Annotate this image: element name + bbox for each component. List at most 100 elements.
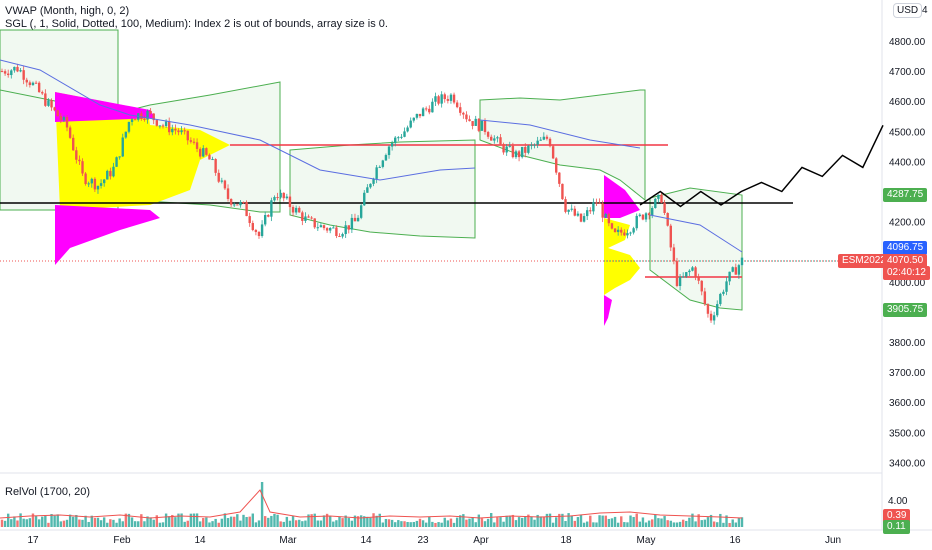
relvol-bar: [672, 522, 676, 527]
relvol-bar: [381, 522, 385, 527]
candle-body: [202, 148, 205, 157]
candle-body: [428, 108, 431, 113]
candlesticks: [0, 63, 744, 325]
candle-body: [273, 197, 276, 201]
relvol-bar: [366, 516, 369, 527]
candle-body: [59, 116, 63, 121]
relvol-bar: [548, 513, 552, 527]
candle-body: [161, 125, 165, 127]
relvol-bar: [313, 513, 316, 527]
candle-body: [403, 131, 406, 137]
candle-body: [728, 271, 731, 282]
relvol-bar: [474, 522, 477, 527]
candle-body: [25, 79, 28, 83]
relvol-bar: [106, 522, 109, 527]
relvol-bar: [480, 518, 484, 527]
relvol-bar: [10, 519, 13, 527]
candle-body: [260, 224, 264, 236]
candle-body: [722, 291, 725, 294]
relvol-bar: [31, 513, 35, 527]
relvol-bar: [236, 514, 239, 527]
relvol-bar: [641, 517, 645, 527]
candle-body: [607, 213, 611, 224]
relvol-bar: [387, 519, 391, 527]
relvol-bar: [205, 517, 208, 527]
candle-body: [725, 281, 728, 292]
candle-body: [561, 183, 564, 200]
relvol-bar: [177, 513, 180, 527]
relvol-bar: [728, 522, 731, 527]
currency-button[interactable]: USD: [893, 3, 923, 18]
relvol-bar: [462, 514, 465, 527]
candle-body: [527, 145, 530, 153]
relvol-bar: [143, 521, 146, 527]
relvol-bar: [152, 519, 155, 527]
relvol-bar: [102, 517, 106, 527]
price-tick-label: 3700.00: [889, 368, 926, 379]
relvol-bar: [183, 521, 186, 527]
relvol-bar: [242, 514, 245, 527]
price-tick-label: 3400.00: [889, 458, 926, 469]
price-tick-label: 3600.00: [889, 398, 926, 409]
relvol-bar: [437, 522, 440, 527]
candle-body: [446, 99, 450, 101]
candle-body: [248, 216, 251, 224]
relvol-bar: [731, 519, 734, 527]
candle-body: [505, 146, 508, 153]
relvol-bar: [220, 518, 224, 527]
candle-body: [363, 192, 366, 206]
candle-body: [567, 209, 570, 212]
candle-body: [390, 143, 394, 147]
sgl-legend[interactable]: SGL (, 1, Solid, Dotted, 100, Medium): I…: [5, 18, 388, 30]
relvol-bar: [418, 518, 422, 527]
relvol-bar: [133, 521, 137, 527]
candle-body: [685, 272, 688, 277]
relvol-bar: [375, 515, 378, 527]
candle-body: [90, 178, 93, 184]
relvol-legend[interactable]: RelVol (1700, 20): [5, 486, 90, 498]
relvol-bar: [65, 519, 69, 527]
candle-body: [236, 204, 239, 206]
volume-value-tag: 0.11: [883, 520, 910, 534]
relvol-bar: [545, 513, 549, 527]
candle-body: [564, 199, 567, 212]
candle-body: [183, 130, 186, 132]
candle-body: [344, 225, 347, 235]
relvol-bar: [477, 514, 481, 527]
relvol-bar: [589, 515, 592, 527]
relvol-bar: [527, 514, 530, 527]
relvol-bar: [350, 520, 354, 527]
relvol-bar: [576, 517, 580, 527]
candle-body: [654, 198, 657, 209]
candle-body: [678, 276, 682, 286]
relvol-bar: [56, 514, 59, 527]
candle-body: [223, 180, 227, 189]
candle-body: [688, 270, 691, 273]
candle-body: [130, 119, 134, 122]
relvol-bar: [59, 521, 63, 527]
candle-body: [381, 160, 385, 167]
candle-body: [325, 228, 329, 231]
candle-body: [106, 170, 109, 180]
relvol-bar: [505, 515, 508, 527]
candle-body: [102, 179, 106, 184]
upper-band-tag: 4287.75: [883, 188, 928, 202]
candle-body: [93, 178, 97, 190]
relvol-bar: [663, 516, 666, 527]
relvol-bar: [517, 517, 521, 527]
time-tick-label: Apr: [473, 535, 489, 546]
relvol-bar: [558, 513, 561, 527]
relvol-bar: [403, 521, 406, 527]
candle-body: [332, 227, 335, 229]
candle-body: [72, 137, 75, 151]
candle-body: [270, 200, 273, 217]
relvol-bar: [638, 521, 642, 527]
relvol-bar: [37, 519, 41, 527]
candle-body: [263, 215, 267, 225]
vwap-legend[interactable]: VWAP (Month, high, 0, 2): [5, 5, 130, 17]
candle-body: [632, 228, 635, 233]
candle-body: [335, 227, 338, 237]
relvol-bar: [675, 522, 679, 527]
relvol-bar: [192, 513, 196, 527]
